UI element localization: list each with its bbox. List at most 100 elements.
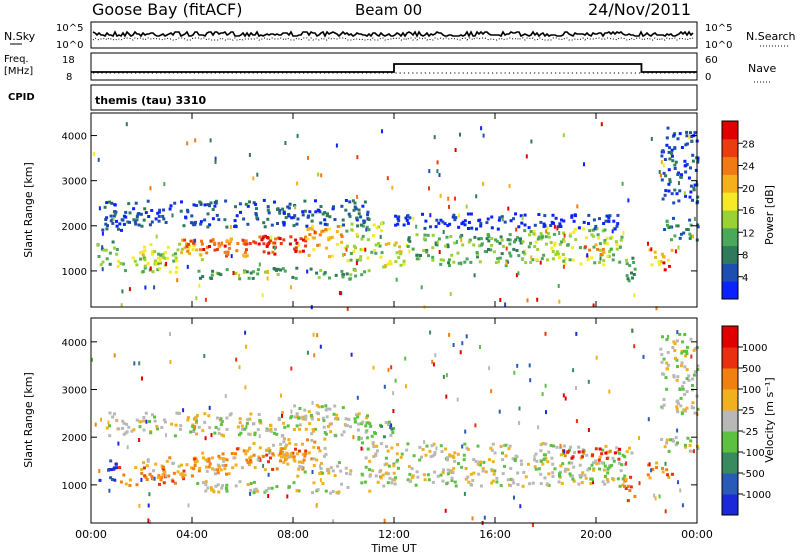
data-cell xyxy=(618,447,622,451)
data-cell xyxy=(336,225,340,228)
data-cell xyxy=(211,208,215,211)
data-cell xyxy=(614,240,618,244)
data-cell xyxy=(558,299,561,304)
data-cell xyxy=(477,219,481,223)
data-cell xyxy=(356,234,360,238)
data-cell xyxy=(304,239,308,243)
data-cell xyxy=(290,455,294,459)
data-cell xyxy=(225,427,229,431)
data-cell xyxy=(638,481,641,486)
nsky-tick-top: 10^5 xyxy=(56,23,83,34)
data-cell xyxy=(447,258,451,262)
data-cell xyxy=(186,243,190,246)
data-cell xyxy=(368,459,372,463)
data-cell xyxy=(244,242,248,246)
data-cell xyxy=(383,518,386,523)
data-cell xyxy=(335,243,339,246)
data-cell xyxy=(271,250,275,254)
colorbar-segment xyxy=(722,473,738,495)
data-cell xyxy=(390,427,394,431)
data-cell xyxy=(175,266,179,270)
data-cell xyxy=(521,216,524,221)
data-cell xyxy=(543,214,547,218)
data-cell xyxy=(490,215,494,219)
data-cell xyxy=(466,447,470,451)
data-cell xyxy=(598,467,601,471)
data-cell xyxy=(359,255,363,259)
data-cell xyxy=(618,245,622,249)
data-cell xyxy=(672,216,675,220)
data-cell xyxy=(469,472,473,476)
data-cell xyxy=(500,238,504,242)
data-cell xyxy=(487,235,491,239)
data-cell xyxy=(676,330,679,335)
velocity-panel-frame xyxy=(90,317,698,524)
data-cell xyxy=(665,338,669,342)
data-cell xyxy=(202,248,206,251)
data-cell xyxy=(433,470,437,474)
data-cell xyxy=(672,201,676,205)
data-cell xyxy=(598,447,602,451)
data-cell xyxy=(324,408,328,412)
data-cell xyxy=(690,405,693,410)
data-cell xyxy=(349,425,352,429)
data-cell xyxy=(456,251,460,255)
data-cell xyxy=(468,238,472,242)
data-cell xyxy=(504,443,508,447)
data-cell xyxy=(473,235,477,239)
data-cell xyxy=(467,227,470,230)
data-cell xyxy=(356,428,360,432)
data-cell xyxy=(379,234,382,239)
data-cell xyxy=(147,503,150,508)
data-cell xyxy=(153,476,156,481)
data-cell xyxy=(217,427,221,431)
data-cell xyxy=(145,464,149,468)
data-cell xyxy=(121,419,125,423)
data-cell xyxy=(145,478,149,481)
data-cell xyxy=(143,249,147,253)
data-cell xyxy=(216,468,220,472)
data-cell xyxy=(357,422,361,426)
data-cell xyxy=(633,293,636,298)
data-cell xyxy=(204,458,208,462)
data-cell xyxy=(313,440,317,444)
y-tick-label: 2000 xyxy=(62,222,87,233)
data-cell xyxy=(379,442,383,446)
data-cell xyxy=(122,473,126,477)
data-cell xyxy=(182,408,185,413)
data-cell xyxy=(135,218,139,222)
data-cell xyxy=(453,241,457,245)
data-cell xyxy=(594,459,598,463)
data-cell xyxy=(309,227,313,230)
data-cell xyxy=(456,397,459,402)
data-cell xyxy=(282,238,286,242)
data-cell xyxy=(464,429,467,434)
data-cell xyxy=(673,188,677,192)
data-cell xyxy=(275,467,279,471)
colorbar-segment xyxy=(722,281,738,300)
data-cell xyxy=(151,270,155,274)
data-cell xyxy=(156,211,160,215)
data-cell xyxy=(602,250,606,254)
data-cell xyxy=(558,222,562,226)
data-cell xyxy=(672,439,675,443)
data-cell xyxy=(310,413,313,417)
data-cell xyxy=(294,443,298,447)
data-cell xyxy=(583,162,585,167)
data-cell xyxy=(111,240,115,244)
data-cell xyxy=(191,248,195,251)
data-cell xyxy=(604,444,608,448)
data-cell xyxy=(105,426,109,430)
data-cell xyxy=(197,425,201,429)
data-cell xyxy=(619,238,623,242)
data-cell xyxy=(363,480,367,484)
data-cell xyxy=(672,133,676,137)
data-cell xyxy=(267,211,271,215)
data-cell xyxy=(282,421,286,425)
data-cell xyxy=(455,240,458,244)
data-cell xyxy=(613,451,617,455)
data-cell xyxy=(564,396,567,401)
data-cell xyxy=(203,420,207,424)
data-cell xyxy=(667,189,671,193)
